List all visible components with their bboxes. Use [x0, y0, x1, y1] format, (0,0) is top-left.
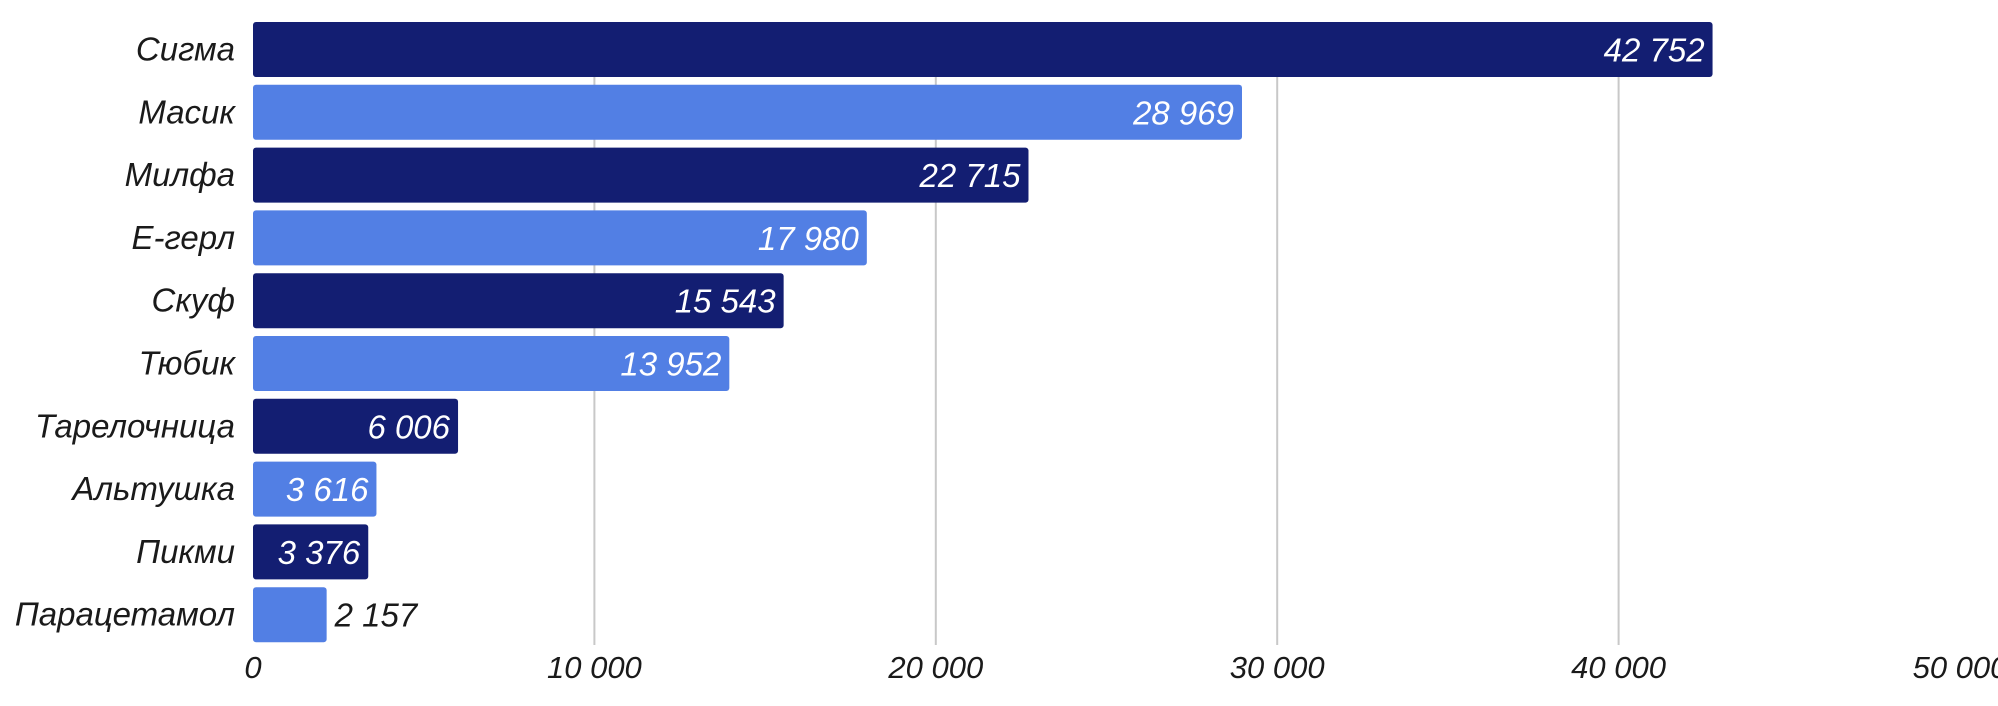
- category-label: Альтушка: [70, 470, 235, 507]
- value-label: 15 543: [675, 283, 777, 320]
- bar: [253, 461, 377, 517]
- bar: [253, 210, 867, 266]
- bars: [253, 22, 1713, 643]
- value-label: 22 715: [919, 157, 1022, 194]
- value-label: 28 969: [1132, 94, 1234, 131]
- value-label: 3 376: [278, 534, 361, 571]
- bar: [253, 398, 459, 454]
- category-label: Милфа: [125, 156, 235, 193]
- category-label: Сигма: [136, 31, 235, 68]
- x-tick-label: 0: [244, 650, 261, 685]
- bar: [253, 524, 369, 580]
- x-tick-label: 10 000: [547, 650, 642, 685]
- bar: [253, 84, 1243, 140]
- value-label: 42 752: [1604, 32, 1705, 69]
- value-labels: 42 752 28 969 22 715 17 980 15 543 13 952 6 00…: [278, 32, 1705, 634]
- bar: [253, 587, 327, 643]
- x-tick-label: 30 000: [1230, 650, 1325, 685]
- category-label: Скуф: [152, 282, 235, 319]
- bar: [253, 336, 730, 391]
- value-label: 13 952: [620, 346, 721, 383]
- category-label: Тарелочница: [35, 407, 235, 444]
- x-tick-label: 20 000: [887, 650, 983, 685]
- bar: [253, 273, 784, 329]
- category-label: Парацетамол: [15, 596, 235, 633]
- x-axis-tick-labels: 0 10 000 20 000 30 000 40 000 50 000: [244, 650, 1998, 685]
- value-label: 6 006: [367, 408, 450, 445]
- value-label: 3 616: [286, 471, 369, 508]
- value-label: 17 980: [758, 220, 860, 257]
- category-label: Пикми: [136, 533, 235, 570]
- bar: [253, 147, 1029, 203]
- x-tick-label: 50 000: [1913, 650, 1998, 685]
- value-label: 2 157: [334, 597, 419, 634]
- bar: [253, 22, 1713, 77]
- category-label: Тюбик: [139, 345, 237, 382]
- x-tick-label: 40 000: [1571, 650, 1666, 685]
- category-labels: Сигма Масик Милфа Е-герл Скуф Тюбик Тарелочниц…: [15, 31, 237, 633]
- category-label: Масик: [138, 93, 236, 130]
- category-label: Е-герл: [132, 219, 236, 256]
